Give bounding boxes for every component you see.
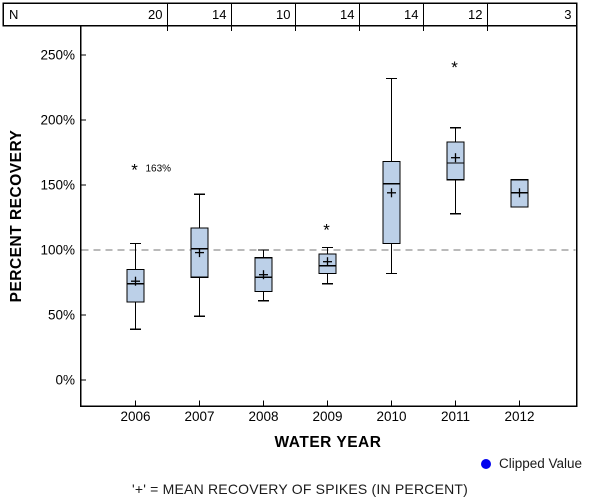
iqr-box	[126, 268, 145, 303]
y-tick-label: 100%	[40, 243, 75, 258]
iqr-box	[382, 161, 401, 245]
legend-label: Clipped Value	[499, 456, 583, 471]
clipped-value-dot-icon	[481, 458, 491, 469]
outlier-asterisk: *	[323, 220, 330, 239]
mean-footnote: '+' = MEAN RECOVERY OF SPIKES (IN PERCEN…	[131, 481, 469, 497]
n-value-2011: 12	[468, 7, 482, 22]
plot-frame	[79, 24, 578, 407]
x-tick-label-2012: 2012	[504, 409, 534, 424]
x-tick-label-2008: 2008	[248, 409, 278, 424]
y-tick-label: 0%	[55, 373, 75, 388]
y-tick-label: 50%	[48, 308, 75, 323]
outlier-asterisk: *	[131, 161, 138, 180]
x-axis: 2006 2007 2008 2009 2010 2011 2012	[120, 400, 535, 424]
boxplot-2007	[190, 193, 209, 317]
legend: Clipped Value	[481, 456, 582, 471]
n-value-2009: 14	[340, 7, 354, 22]
boxplot-2011: *	[446, 58, 465, 215]
y-tick-label: 250%	[40, 48, 75, 63]
boxplot-2009: *	[318, 220, 337, 285]
n-count-table: N 20 14 10 14 14 12 3	[2, 2, 578, 31]
y-axis-title: PERCENT RECOVERY	[8, 129, 25, 302]
outlier-asterisk: *	[451, 58, 458, 77]
n-value-2008: 10	[276, 7, 290, 22]
y-axis: 0% 50% 100% 150% 200% 250%	[40, 48, 86, 388]
x-axis-title: WATER YEAR	[275, 434, 382, 451]
n-value-2007: 14	[212, 7, 226, 22]
boxplot-2008	[254, 249, 273, 302]
n-row-label: N	[9, 7, 18, 22]
boxplot-canvas: N 20 14 10 14 14 12 30%50%100%150%200%250%2006 2…	[2, 2, 578, 451]
y-tick-label: 200%	[40, 113, 75, 128]
outlier-value-label: 163%	[146, 164, 172, 175]
x-tick-label-2009: 2009	[312, 409, 342, 424]
x-tick-label-2007: 2007	[184, 409, 214, 424]
n-value-2006: 20	[148, 7, 162, 22]
n-value-2012: 3	[564, 7, 571, 22]
boxplot-2006: * 163%	[126, 161, 172, 330]
x-tick-label-2011: 2011	[441, 409, 470, 424]
boxplot-2010	[382, 77, 401, 275]
x-tick-label-2010: 2010	[376, 409, 406, 424]
n-value-2010: 14	[404, 7, 418, 22]
x-tick-label-2006: 2006	[120, 409, 150, 424]
y-tick-label: 150%	[40, 178, 75, 193]
boxplot-2012	[510, 179, 529, 208]
